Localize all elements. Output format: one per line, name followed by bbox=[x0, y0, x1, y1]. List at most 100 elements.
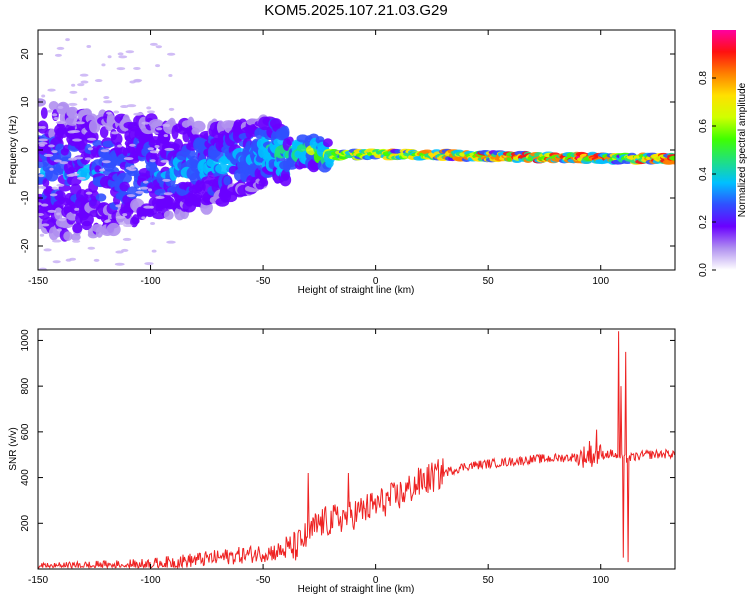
spectrogram-plot-area bbox=[38, 38, 675, 270]
snr-y-tick-label: 400 bbox=[20, 469, 31, 486]
snr-y-tick-label: 600 bbox=[20, 423, 31, 440]
snr-x-tick-label: 0 bbox=[373, 575, 379, 586]
spectrogram-y-tick-label: 0 bbox=[20, 147, 31, 153]
spectrogram-cell bbox=[322, 138, 333, 148]
spectrogram-cell bbox=[117, 52, 124, 56]
spectrogram-cell bbox=[43, 248, 52, 252]
spectrogram-cell bbox=[173, 138, 184, 153]
spectrogram-cell bbox=[41, 223, 50, 227]
spectrogram-cell bbox=[162, 123, 168, 127]
spectrogram-cell bbox=[149, 150, 160, 154]
spectrogram-cell bbox=[66, 173, 75, 177]
snr-y-tick-label: 200 bbox=[20, 515, 31, 532]
spectrogram-cell bbox=[258, 179, 269, 187]
spectrogram-cell bbox=[38, 212, 44, 216]
spectrogram-cell bbox=[123, 157, 134, 161]
spectrogram-cell bbox=[133, 78, 143, 82]
spectrogram-cell bbox=[49, 167, 54, 171]
snr-plot-area bbox=[38, 331, 675, 569]
spectrogram-cell bbox=[104, 219, 110, 223]
spectrogram-cell bbox=[56, 212, 61, 216]
spectrogram-cell bbox=[150, 221, 156, 225]
spectrogram-cell bbox=[77, 141, 87, 154]
spectrogram-cell bbox=[149, 42, 158, 46]
spectrogram-cell bbox=[141, 121, 150, 125]
spectrogram-cell bbox=[48, 101, 59, 111]
spectrogram-y-ticks: -20 -10 0 10 20 bbox=[20, 48, 675, 253]
snr-x-tick-label: -100 bbox=[141, 575, 161, 586]
spectrogram-cell bbox=[111, 131, 119, 135]
spectrogram-cell bbox=[51, 186, 59, 190]
spectrogram-cell bbox=[51, 239, 62, 243]
spectrogram-cell bbox=[95, 193, 107, 202]
colorbar-tick-label: 0.2 bbox=[698, 215, 709, 229]
spectrogram-cell bbox=[168, 73, 173, 77]
spectrogram-cell bbox=[117, 144, 123, 148]
spectrogram-cell bbox=[121, 248, 129, 252]
spectrogram-cell bbox=[39, 233, 45, 237]
spectrogram-cell bbox=[128, 168, 137, 172]
spectrogram-cell bbox=[48, 144, 55, 148]
spectrogram-cell bbox=[140, 186, 149, 190]
spectrogram-cell bbox=[191, 120, 206, 133]
spectrogram-cell bbox=[166, 240, 176, 244]
spectrogram-y-tick-label: 20 bbox=[20, 48, 31, 60]
spectrogram-cell bbox=[116, 67, 126, 71]
spectrogram-cell bbox=[101, 63, 106, 67]
spectrogram-cell bbox=[115, 204, 122, 208]
spectrogram-cell bbox=[83, 97, 88, 101]
spectrogram-cell bbox=[69, 257, 77, 261]
spectrogram-cell bbox=[157, 130, 171, 145]
spectrogram-x-tick-label: 100 bbox=[592, 276, 609, 287]
spectrogram-cell bbox=[74, 207, 80, 211]
spectrogram-cell bbox=[77, 83, 85, 87]
spectrogram-cell bbox=[670, 159, 675, 165]
spectrogram-cell bbox=[84, 130, 99, 144]
spectrogram-cell bbox=[56, 228, 62, 232]
spectrogram-cell bbox=[57, 105, 64, 109]
spectrogram-cell bbox=[56, 46, 65, 50]
spectrogram-cell bbox=[155, 64, 161, 68]
spectrogram-cell bbox=[107, 55, 112, 59]
spectrogram-cell bbox=[103, 100, 113, 104]
spectrogram-cell bbox=[92, 139, 104, 147]
spectrogram-cell bbox=[130, 165, 136, 169]
spectrogram-cell bbox=[67, 130, 76, 134]
spectrogram-cell bbox=[88, 198, 101, 209]
spectrogram-cell bbox=[118, 221, 126, 225]
spectrogram-cell bbox=[58, 218, 66, 222]
spectrogram-cell bbox=[93, 258, 100, 262]
spectrogram-cell bbox=[41, 94, 46, 98]
snr-x-label: Height of straight line (km) bbox=[298, 584, 415, 595]
snr-x-tick-label: 100 bbox=[592, 575, 609, 586]
spectrogram-cell bbox=[194, 179, 206, 194]
spectrogram-cell bbox=[669, 155, 675, 161]
spectrogram-cell bbox=[66, 106, 79, 119]
spectrogram-cell bbox=[76, 176, 86, 180]
spectrogram-cell bbox=[40, 107, 48, 119]
spectrogram-cell bbox=[114, 262, 125, 266]
chart-title: KOM5.2025.107.21.03.G29 bbox=[264, 2, 447, 19]
spectrogram-cell bbox=[117, 172, 132, 184]
spectrogram-cell bbox=[68, 157, 78, 161]
spectrogram-cell bbox=[55, 121, 66, 125]
spectrogram-cell bbox=[79, 73, 89, 77]
snr-series-line bbox=[38, 331, 675, 569]
spectrogram-cell bbox=[106, 111, 112, 115]
snr-x-tick-label: -50 bbox=[256, 575, 271, 586]
colorbar-ticks: 0.0 0.2 0.4 0.6 0.8 bbox=[698, 71, 716, 277]
spectrogram-cell bbox=[118, 55, 128, 59]
spectrogram-cell bbox=[122, 237, 132, 241]
spectrogram-cell bbox=[129, 143, 136, 147]
spectrogram-cell bbox=[102, 160, 111, 164]
spectrogram-cell bbox=[167, 52, 176, 56]
spectrogram-cell bbox=[81, 220, 92, 231]
spectrogram-cell bbox=[143, 180, 149, 184]
spectrogram-cell bbox=[223, 175, 231, 186]
spectrogram-cell bbox=[160, 159, 170, 163]
spectrogram-cell bbox=[51, 150, 58, 154]
spectrogram-cell bbox=[215, 163, 230, 175]
spectrogram-cell bbox=[38, 143, 45, 147]
spectrogram-cell bbox=[126, 104, 137, 108]
colorbar-tick-label: 0.4 bbox=[698, 167, 709, 181]
